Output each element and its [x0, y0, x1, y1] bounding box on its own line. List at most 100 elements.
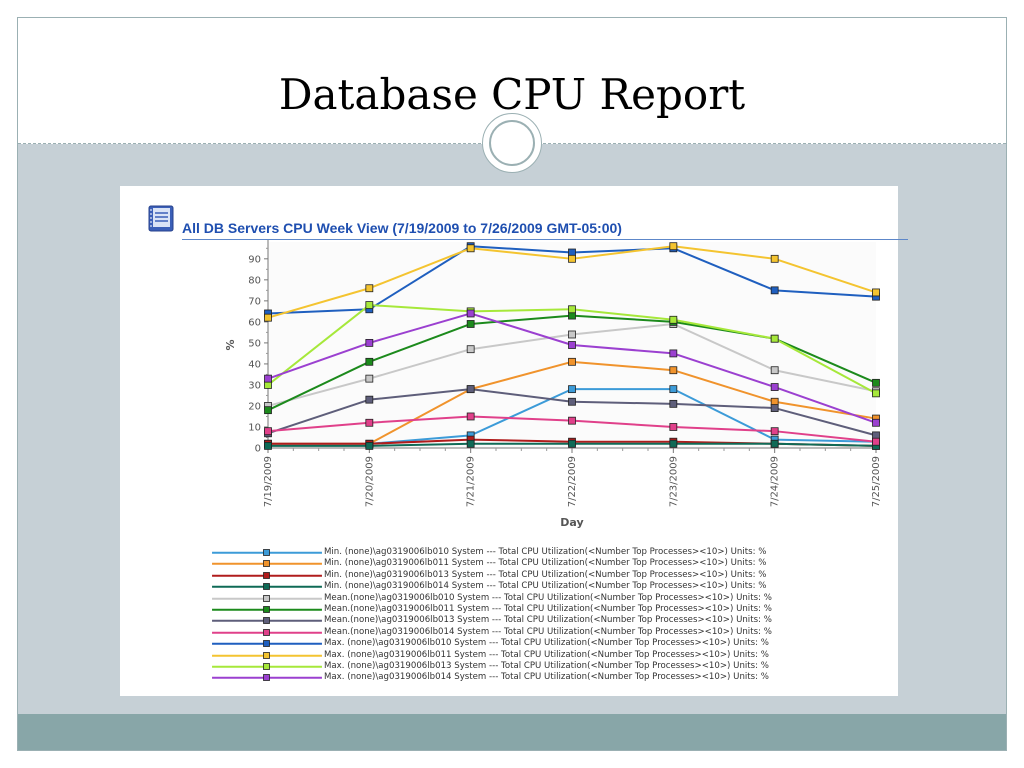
series-4-point	[568, 439, 576, 448]
series-12-point	[264, 374, 272, 383]
legend-swatch	[212, 628, 322, 636]
legend-label: Min. (none)\ag0319006lb011 System --- To…	[324, 558, 766, 569]
legend-units-value: %	[763, 615, 772, 626]
legend-units-label: Units:	[727, 581, 759, 592]
legend-swatch-marker	[263, 628, 270, 636]
legend-series-name: Mean.(none)\ag0319006lb010 System --- To…	[324, 592, 734, 603]
x-tick-label: 7/25/2009	[871, 456, 882, 507]
series-11-point	[770, 334, 779, 343]
series-6-point	[872, 378, 880, 387]
legend-entry-3: Min. (none)\ag0319006lb013 System --- To…	[212, 570, 892, 581]
legend-entry-10: Max. (none)\ag0319006lb011 System --- To…	[212, 650, 892, 661]
legend-units-label: Units:	[727, 547, 759, 557]
legend-swatch-marker	[263, 549, 270, 556]
legend-label: Mean.(none)\ag0319006lb014 System --- To…	[324, 627, 772, 638]
series-1-point	[669, 385, 678, 394]
legend-units-value: %	[763, 592, 772, 603]
x-tick-label: 7/19/2009	[263, 456, 274, 507]
series-8-point	[770, 427, 779, 436]
legend-series-name: Mean.(none)\ag0319006lb013 System --- To…	[324, 615, 734, 626]
series-10-point	[770, 254, 779, 263]
legend-swatch-marker	[263, 606, 270, 613]
legend-swatch	[212, 651, 322, 659]
series-11-point	[872, 389, 880, 398]
legend-entry-1: Min. (none)\ag0319006lb010 System --- To…	[212, 547, 892, 558]
legend-label: Min. (none)\ag0319006lb010 System --- To…	[324, 547, 766, 558]
legend-units-value: %	[760, 672, 769, 683]
series-8-point	[264, 427, 272, 436]
legend-units-value: %	[760, 649, 769, 660]
series-8-point	[669, 423, 678, 431]
series-10-point	[872, 288, 880, 297]
report-book-icon	[148, 205, 174, 232]
x-tick-label: 7/22/2009	[567, 456, 578, 507]
series-12-point	[466, 309, 475, 318]
legend-entry-4: Min. (none)\ag0319006lb014 System --- To…	[212, 581, 892, 592]
series-10-point	[466, 244, 475, 253]
slide-title: Database CPU Report	[278, 70, 746, 119]
y-tick-label: 90	[248, 254, 261, 265]
legend-swatch-marker	[263, 560, 270, 568]
legend-label: Max. (none)\ag0319006lb014 System --- To…	[324, 672, 769, 683]
y-tick-label: 30	[248, 380, 261, 391]
x-tick-label: 7/24/2009	[770, 456, 781, 507]
series-7-point	[669, 399, 678, 408]
legend-entry-12: Max. (none)\ag0319006lb014 System --- To…	[212, 672, 892, 683]
y-axis-label: %	[224, 339, 237, 350]
legend-units-label: Units:	[730, 638, 761, 649]
legend-units-value: %	[760, 660, 769, 671]
legend-swatch	[212, 583, 322, 591]
legend-series-name: Max. (none)\ag0319006lb011 System --- To…	[324, 649, 731, 660]
legend-label: Max. (none)\ag0319006lb010 System --- To…	[324, 638, 769, 649]
series-7-point	[466, 385, 475, 394]
series-6-point	[264, 406, 272, 415]
series-12-point	[669, 349, 678, 358]
y-tick-label: 40	[248, 359, 261, 370]
y-tick-label: 10	[248, 422, 261, 433]
y-tick-label: 70	[248, 296, 261, 307]
legend-entry-8: Mean.(none)\ag0319006lb014 System --- To…	[212, 627, 892, 638]
legend-swatch	[212, 640, 322, 648]
series-12-point	[770, 383, 779, 391]
legend-swatch-marker	[263, 674, 270, 682]
legend-series-name: Max. (none)\ag0319006lb013 System --- To…	[324, 660, 731, 671]
series-8-point	[568, 416, 576, 425]
series-8-point	[466, 412, 475, 421]
legend-series-name: Mean.(none)\ag0319006lb014 System --- To…	[324, 626, 734, 637]
series-7-point	[365, 395, 374, 404]
series-8-point	[365, 418, 374, 427]
legend-units-value: %	[760, 638, 769, 649]
legend-units-label: Units:	[733, 603, 764, 614]
y-tick-label: 60	[248, 317, 261, 328]
legend-swatch-marker	[263, 640, 270, 648]
legend-entry-9: Max. (none)\ag0319006lb010 System --- To…	[212, 638, 892, 649]
series-11-point	[365, 301, 374, 309]
series-9-point	[770, 286, 779, 295]
legend-units-value: %	[763, 603, 772, 614]
circle-ornament-icon	[482, 113, 542, 173]
legend-series-name: Min. (none)\ag0319006lb011 System --- To…	[324, 558, 728, 569]
legend-series-name: Min. (none)\ag0319006lb014 System --- To…	[324, 581, 728, 592]
series-7-point	[568, 397, 576, 406]
legend-series-name: Mean.(none)\ag0319006lb011 System --- To…	[324, 603, 734, 614]
y-tick-label: 50	[248, 338, 261, 349]
legend-swatch	[212, 663, 322, 670]
series-7-point	[770, 404, 779, 412]
series-4-point	[770, 439, 779, 448]
circle-ornament-inner	[489, 120, 535, 166]
legend-units-value: %	[763, 626, 772, 637]
legend-entry-6: Mean.(none)\ag0319006lb011 System --- To…	[212, 604, 892, 615]
legend-label: Max. (none)\ag0319006lb013 System --- To…	[324, 661, 769, 672]
legend-series-name: Min. (none)\ag0319006lb013 System --- To…	[324, 569, 728, 580]
series-10-point	[669, 242, 678, 251]
legend-label: Mean.(none)\ag0319006lb011 System --- To…	[324, 604, 772, 615]
legend-swatch	[212, 571, 322, 579]
series-2-point	[669, 366, 678, 375]
x-axis-label: Day	[560, 516, 583, 529]
legend-entry-7: Mean.(none)\ag0319006lb013 System --- To…	[212, 615, 892, 626]
legend-entry-2: Min. (none)\ag0319006lb011 System --- To…	[212, 558, 892, 569]
series-12-point	[568, 341, 576, 349]
series-10-point	[365, 284, 374, 293]
series-10-point	[264, 313, 272, 322]
series-10-point	[568, 254, 576, 263]
